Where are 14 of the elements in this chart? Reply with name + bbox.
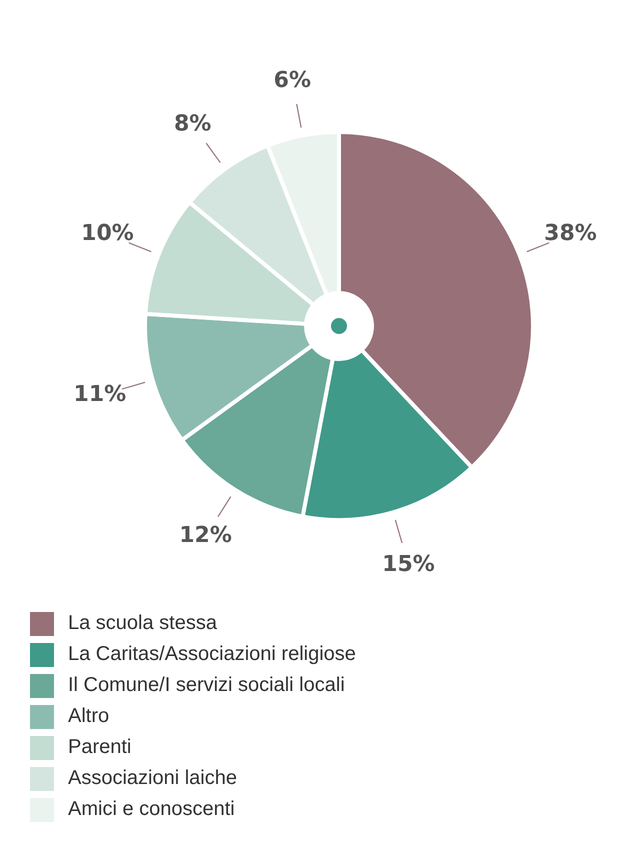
data-label: 6% <box>274 68 312 94</box>
legend-label: Parenti <box>68 736 132 759</box>
data-label: 38% <box>544 221 597 246</box>
legend-label: Amici e conoscenti <box>68 798 235 821</box>
data-label: 11% <box>74 382 126 408</box>
legend-label: Il Comune/I servizi sociali locali <box>68 674 345 697</box>
legend-label: Associazioni laiche <box>68 767 237 790</box>
legend-label: Altro <box>68 705 110 728</box>
data-label: 12% <box>179 522 232 548</box>
legend-label: La Caritas/Associazioni religiose <box>68 643 356 666</box>
legend-label: La scuola stessa <box>68 612 217 635</box>
data-label: 8% <box>174 111 212 136</box>
data-label: 15% <box>382 552 435 577</box>
data-label: 10% <box>81 221 134 246</box>
